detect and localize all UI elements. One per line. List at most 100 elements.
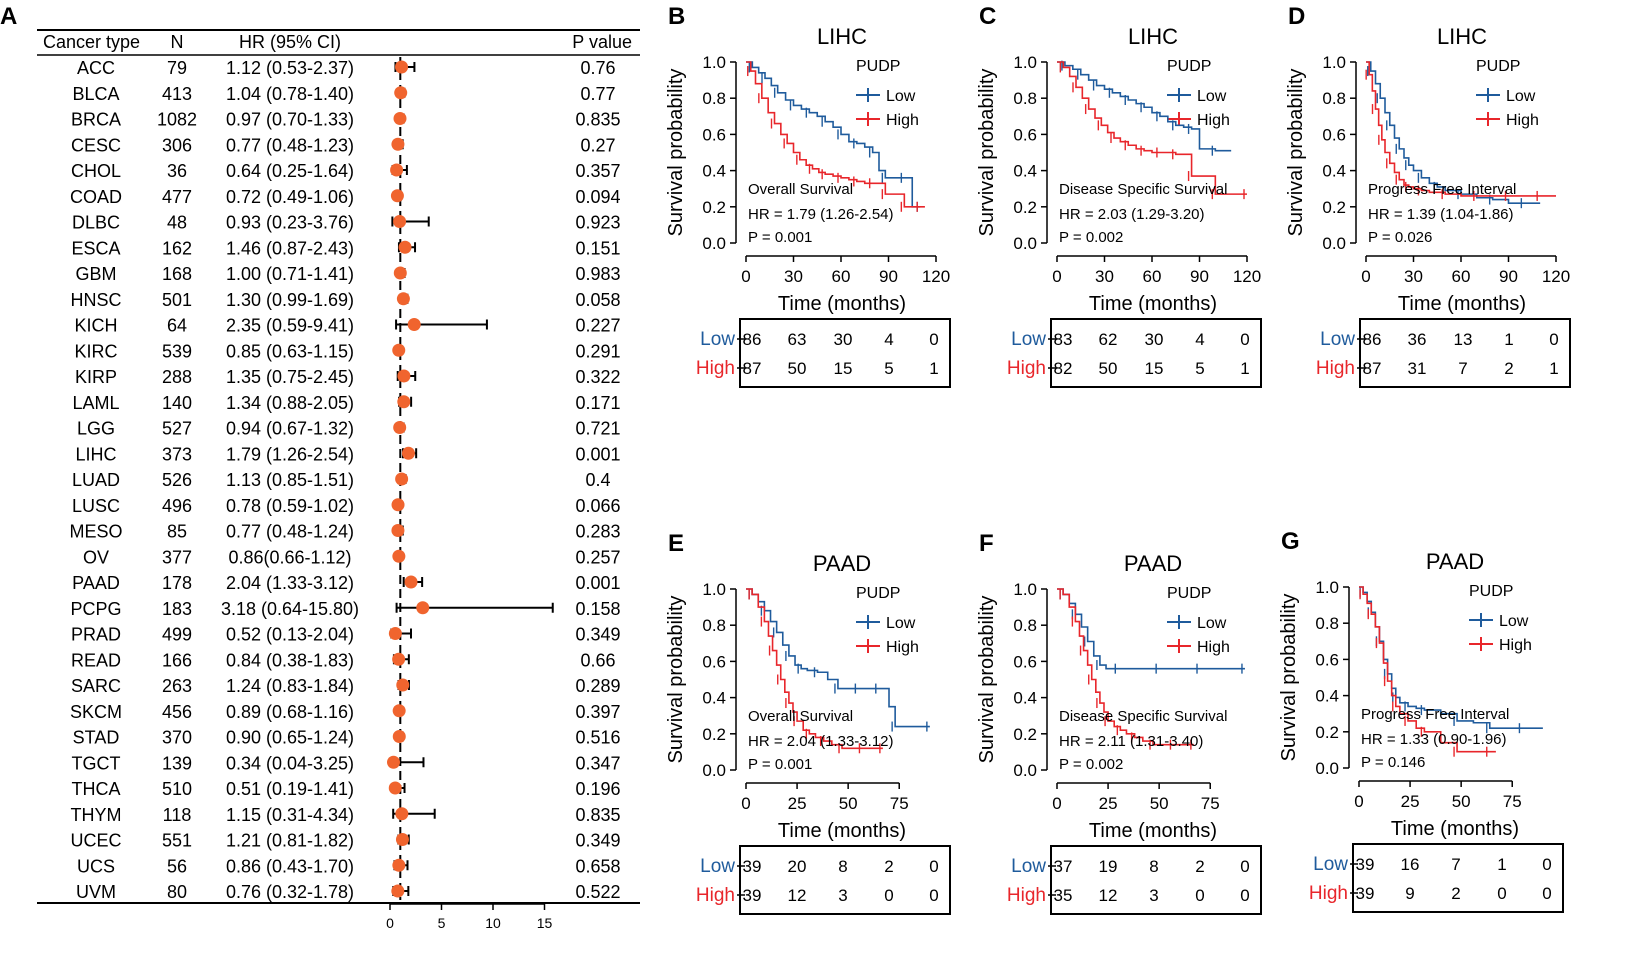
x-tick-label: 30 (1404, 267, 1423, 286)
x-tick-label: 25 (1099, 794, 1118, 813)
x-tick-label: 75 (890, 794, 909, 813)
hr-point (398, 240, 412, 254)
y-axis-label: Survival probability (1285, 69, 1307, 237)
row-p-value: 0.4 (585, 470, 610, 490)
x-tick-label: 0 (1052, 267, 1061, 286)
hr-point (387, 755, 401, 769)
survival-curve-high (1057, 61, 1247, 195)
at-risk-table (739, 845, 951, 915)
y-tick-label: 0.0 (1013, 234, 1037, 253)
hr-point (392, 343, 406, 357)
y-tick-label: 0.8 (702, 89, 726, 108)
panel-letter-a: A (0, 3, 17, 30)
row-n: 370 (162, 728, 192, 748)
forest-row: KIRC 539 0.85 (0.63-1.15) 0.291 (74, 341, 620, 361)
row-p-value: 0.196 (575, 779, 620, 799)
panel-letter: G (1281, 528, 1300, 555)
hr-point (388, 627, 402, 640)
at-risk-count-low: 39 (1356, 855, 1375, 874)
row-n: 377 (162, 547, 192, 567)
x-tick-label: 75 (1503, 792, 1522, 811)
at-risk-label-high: High (1316, 358, 1355, 379)
row-cancer-type: TGCT (72, 753, 121, 773)
at-risk-count-high: 1 (929, 359, 938, 378)
hr-point (391, 498, 405, 512)
survival-curve-low (746, 61, 921, 208)
forest-row: STAD 370 0.90 (0.65-1.24) 0.516 (73, 728, 621, 748)
row-hr-ci: 0.77 (0.48-1.23) (226, 135, 354, 155)
hr-point (395, 60, 409, 74)
panel-title: PAAD (1426, 549, 1484, 574)
x-tick-label: 0 (741, 267, 750, 286)
hr-point (393, 266, 407, 280)
x-tick-label: 30 (784, 267, 803, 286)
p-annotation: P = 0.002 (1059, 756, 1123, 773)
y-tick-label: 0.6 (1013, 652, 1037, 671)
row-cancer-type: SKCM (70, 702, 122, 722)
row-n: 85 (167, 522, 187, 542)
forest-row: LIHC 373 1.79 (1.26-2.54) 0.001 (75, 444, 620, 464)
y-tick-label: 0.4 (702, 162, 726, 181)
x-tick-label: 0 (741, 794, 750, 813)
x-tick-label: 0 (1052, 794, 1061, 813)
row-p-value: 0.77 (580, 84, 615, 104)
km-panel-g: G PAAD Survival probability 0.0 0.2 0.4 0.6 0.8… (1278, 528, 1564, 913)
row-p-value: 0.349 (575, 831, 620, 851)
row-hr-ci: 0.52 (0.13-2.04) (226, 625, 354, 645)
at-risk-count-high: 87 (1363, 359, 1382, 378)
hr-point (393, 112, 407, 125)
hr-annotation: HR = 1.39 (1.04-1.86) (1368, 206, 1514, 223)
forest-row: LUAD 526 1.13 (0.85-1.51) 0.4 (72, 470, 611, 490)
at-risk-count-low: 39 (743, 857, 762, 876)
y-tick-label: 0.8 (1013, 616, 1037, 635)
forest-row: PCPG 183 3.18 (0.64-15.80) 0.158 (70, 599, 620, 619)
header-n: N (171, 32, 184, 52)
row-cancer-type: PCPG (70, 599, 121, 619)
row-hr-ci: 0.86(0.66-1.12) (228, 547, 351, 567)
panel-letter: C (979, 3, 996, 30)
survival-type-label: Overall Survival (748, 708, 853, 725)
at-risk-count-high: 0 (1542, 884, 1551, 903)
survival-type-label: Disease Specific Survival (1059, 181, 1227, 198)
y-tick-label: 0.6 (702, 652, 726, 671)
hr-point (397, 369, 411, 383)
row-n: 288 (162, 367, 192, 387)
p-annotation: P = 0.001 (748, 229, 812, 246)
at-risk-count-high: 0 (1195, 886, 1204, 905)
y-tick-label: 0.2 (702, 725, 726, 744)
row-cancer-type: ESCA (71, 238, 120, 258)
survival-type-label: Progress Free Interval (1368, 181, 1516, 198)
at-risk-count-high: 9 (1405, 884, 1414, 903)
row-cancer-type: DLBC (72, 213, 120, 233)
at-risk-count-low: 4 (884, 330, 893, 349)
y-tick-label: 0.2 (702, 198, 726, 217)
forest-row: BRCA 1082 0.97 (0.70-1.33) 0.835 (71, 110, 621, 130)
row-n: 118 (163, 805, 192, 825)
row-n: 183 (162, 599, 192, 619)
row-cancer-type: LGG (77, 419, 115, 439)
row-n: 306 (162, 135, 192, 155)
hr-point (393, 421, 407, 434)
header-hr: HR (95% CI) (239, 32, 341, 52)
row-n: 64 (167, 316, 187, 336)
at-risk-count-high: 12 (788, 886, 807, 905)
row-p-value: 0.001 (575, 573, 620, 593)
x-tick-label: 0 (1354, 792, 1363, 811)
at-risk-count-high: 0 (1497, 884, 1506, 903)
forest-row: CESC 306 0.77 (0.48-1.23) 0.27 (71, 135, 616, 155)
row-p-value: 0.151 (575, 238, 620, 258)
row-cancer-type: STAD (73, 728, 120, 748)
row-n: 551 (162, 831, 192, 851)
at-risk-count-high: 3 (838, 886, 847, 905)
row-p-value: 0.397 (575, 702, 620, 722)
km-panel-c: C LIHC Survival probability 0.0 0.2 0.4 0.6 0.8… (976, 3, 1262, 388)
survival-curve-high (1366, 61, 1556, 197)
hr-point (392, 704, 406, 718)
forest-row: MESO 85 0.77 (0.48-1.24) 0.283 (69, 522, 620, 542)
y-tick-label: 0.6 (702, 125, 726, 144)
row-cancer-type: KICH (74, 316, 117, 336)
legend-label-low: Low (1197, 615, 1227, 632)
x-tick-label: 60 (1143, 267, 1162, 286)
at-risk-count-high: 1 (1549, 359, 1558, 378)
legend-title: PUDP (856, 58, 900, 75)
